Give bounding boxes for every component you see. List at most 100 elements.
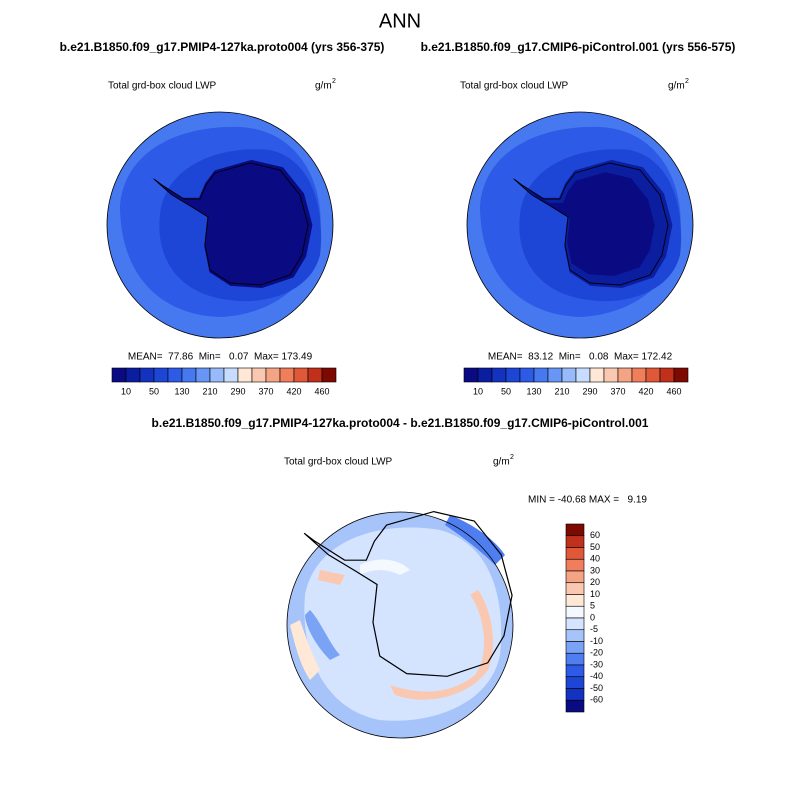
- colorbar-label: 420: [638, 386, 653, 396]
- colorbar-swatch: [321, 367, 337, 383]
- colorbar-label: 40: [590, 554, 600, 564]
- colorbar-label: 5: [590, 601, 595, 611]
- colorbar-label: 210: [202, 386, 217, 396]
- case-title: b.e21.B1850.f09_g17.PMIP4-127ka.proto004…: [152, 416, 649, 430]
- colorbar-swatch: [251, 367, 267, 383]
- colorbar-swatch: [533, 367, 549, 383]
- figure-title: ANN: [379, 10, 421, 32]
- colorbar-swatch: [565, 617, 585, 631]
- field-label: Total grd-box cloud LWP: [460, 81, 569, 92]
- stats: MEAN= 83.12 Min= 0.08 Max= 172.42: [488, 352, 673, 363]
- colorbar-swatch: [565, 547, 585, 560]
- colorbar-label: -10: [590, 636, 603, 646]
- colorbar-swatch: [575, 367, 591, 383]
- colorbar-swatch: [111, 367, 127, 383]
- map: [286, 510, 514, 739]
- colorbar-swatch: [463, 367, 479, 383]
- colorbar-label: 210: [554, 386, 569, 396]
- colorbar-label: 10: [473, 386, 483, 396]
- colorbar-label: -40: [590, 671, 603, 681]
- colorbar-swatch: [565, 664, 585, 678]
- colorbar-label: 290: [582, 386, 597, 396]
- colorbar-swatch: [673, 367, 689, 383]
- colorbar-swatch: [565, 535, 585, 548]
- map: [106, 111, 334, 339]
- colorbar-swatch: [565, 699, 585, 713]
- colorbar-swatch: [603, 367, 619, 383]
- colorbar-swatch: [139, 367, 155, 383]
- colorbar-label: -5: [590, 624, 598, 634]
- colorbar-label: 370: [610, 386, 625, 396]
- colorbar-swatch: [565, 594, 585, 607]
- colorbar-swatch: [279, 367, 295, 383]
- colorbar-swatch: [125, 367, 141, 383]
- units: g/m: [668, 81, 685, 92]
- colorbar-swatch: [645, 367, 661, 383]
- colorbar-label: -30: [590, 659, 603, 669]
- colorbar-label: 20: [590, 577, 600, 587]
- colorbar-swatch: [477, 367, 493, 383]
- colorbar-label: 460: [314, 386, 329, 396]
- colorbar-label: 370: [258, 386, 273, 396]
- colorbar-swatch: [565, 688, 585, 701]
- colorbar-swatch: [505, 367, 521, 383]
- colorbar-swatch: [565, 582, 585, 595]
- colorbar-swatch: [491, 367, 507, 383]
- colorbar-label: 30: [590, 565, 600, 575]
- colorbar: 10 50 130 210 290 370 420 460: [111, 367, 337, 396]
- colorbar-label: -20: [590, 648, 603, 658]
- colorbar-swatch: [181, 367, 197, 383]
- units: g/m: [315, 81, 332, 92]
- colorbar-label: 10: [121, 386, 131, 396]
- colorbar-label: -60: [590, 695, 603, 705]
- units-exp: 2: [332, 78, 336, 85]
- colorbar-swatch: [547, 367, 563, 383]
- colorbar-swatch: [659, 367, 675, 383]
- colorbar-label: 0: [590, 612, 595, 622]
- units-exp: 2: [510, 454, 514, 461]
- colorbar-swatch: [565, 523, 585, 537]
- colorbar-swatch: [565, 641, 585, 654]
- colorbar-label: 50: [590, 542, 600, 552]
- colorbar-label: 130: [526, 386, 541, 396]
- colorbar-swatch: [561, 367, 577, 383]
- case-title: b.e21.B1850.f09_g17.CMIP6-piControl.001 …: [421, 40, 736, 54]
- units: g/m: [493, 457, 510, 468]
- map: [466, 111, 694, 339]
- colorbar-swatch: [565, 676, 585, 689]
- colorbar-label: 10: [590, 589, 600, 599]
- units-exp: 2: [685, 78, 689, 85]
- field-label: Total grd-box cloud LWP: [108, 81, 217, 92]
- colorbar-swatch: [195, 367, 211, 383]
- stats: MEAN= 77.86 Min= 0.07 Max= 173.49: [128, 352, 313, 363]
- colorbar-label: 460: [666, 386, 681, 396]
- colorbar-label: 130: [174, 386, 189, 396]
- stats: MIN = -40.68 MAX = 9.19: [528, 495, 647, 506]
- colorbar-swatch: [153, 367, 169, 383]
- colorbar-swatch: [565, 605, 585, 619]
- colorbar-swatch: [589, 367, 605, 383]
- colorbar-swatch: [519, 367, 535, 383]
- colorbar-label: 290: [230, 386, 245, 396]
- colorbar-swatch: [167, 367, 183, 383]
- colorbar-swatch: [223, 367, 239, 383]
- case-title: b.e21.B1850.f09_g17.PMIP4-127ka.proto004…: [60, 40, 385, 54]
- colorbar-swatch: [631, 367, 647, 383]
- colorbar-swatch: [265, 367, 281, 383]
- colorbar-swatch: [565, 652, 585, 666]
- colorbar-label: 50: [149, 386, 159, 396]
- colorbar-label: 50: [501, 386, 511, 396]
- colorbar-swatch: [237, 367, 253, 383]
- colorbar-swatch: [293, 367, 309, 383]
- colorbar-label: 420: [286, 386, 301, 396]
- colorbar-swatch: [209, 367, 225, 383]
- colorbar-label: 60: [590, 530, 600, 540]
- field-label: Total grd-box cloud LWP: [284, 457, 393, 468]
- colorbar-label: -50: [590, 683, 603, 693]
- colorbar: 10 50 130 210 290 370 420 460: [463, 367, 689, 396]
- colorbar-swatch: [565, 570, 585, 584]
- colorbar-swatch: [565, 629, 585, 642]
- colorbar-swatch: [565, 558, 585, 572]
